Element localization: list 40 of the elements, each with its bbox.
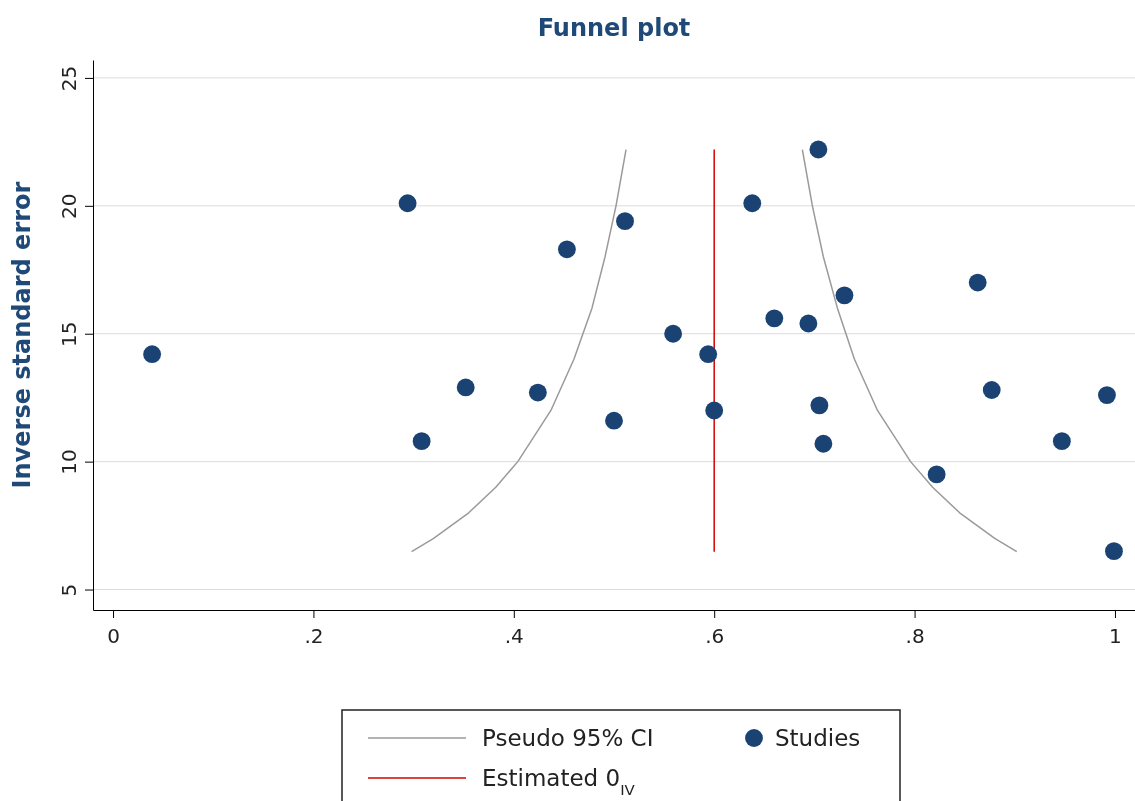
y-tick-label: 25 [57,65,81,92]
point [557,240,576,259]
point [398,194,417,213]
chart-title: Funnel plot [537,14,691,42]
y-tick-label: 10 [57,449,81,475]
point [835,286,854,305]
point [1105,542,1123,561]
point [968,273,987,292]
point [456,378,475,397]
point [528,383,547,402]
legend-label: Studies [775,725,861,752]
x-tick-label: 1 [1109,624,1122,648]
x-tick-label: .6 [705,624,725,648]
point [1052,432,1071,451]
x-tick-label: .2 [304,624,324,648]
point [799,314,818,333]
point [765,309,784,328]
x-tick-label: .8 [905,624,925,648]
point [412,432,431,451]
point [605,411,623,430]
legend-label: Estimated 0$_{IV}$ [482,765,636,800]
legend-label: Pseudo 95% CI [482,725,654,752]
y-tick-label: 5 [57,583,81,597]
point [814,434,833,453]
point [982,381,1001,399]
y-axis-title: Inverse standard error [8,181,36,489]
point [705,401,724,420]
point [699,345,718,364]
point [143,345,162,364]
point [809,140,828,159]
point [743,194,762,213]
point [1098,386,1116,405]
y-tick-label: 15 [57,321,81,347]
point [664,324,683,343]
x-tick-label: 0 [107,624,120,648]
x-tick-label: .4 [504,624,524,648]
point [616,212,634,231]
y-tick-label: 20 [57,193,81,220]
point [927,465,946,484]
point [810,396,829,415]
